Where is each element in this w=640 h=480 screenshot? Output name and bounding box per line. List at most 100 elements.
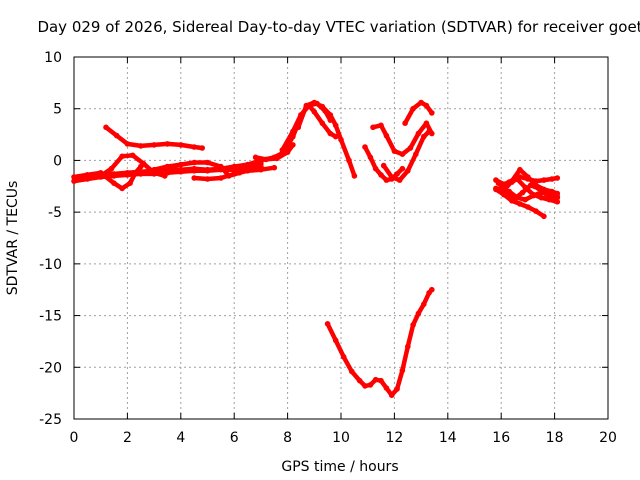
data-point bbox=[402, 120, 408, 126]
data-point bbox=[506, 188, 512, 195]
data-point bbox=[372, 165, 379, 172]
series-trace-22 bbox=[506, 188, 561, 203]
data-point bbox=[519, 189, 526, 196]
data-point bbox=[367, 154, 374, 161]
data-point bbox=[501, 191, 507, 198]
data-point bbox=[263, 156, 270, 163]
data-point bbox=[383, 385, 390, 391]
data-point bbox=[311, 99, 318, 106]
data-point bbox=[162, 173, 168, 179]
data-point bbox=[113, 132, 120, 139]
data-point bbox=[498, 182, 505, 189]
data-point bbox=[423, 120, 430, 126]
data-point bbox=[178, 142, 184, 148]
data-point bbox=[429, 110, 435, 116]
data-point bbox=[399, 165, 406, 172]
y-tick-label: 0 bbox=[53, 153, 62, 169]
data-point bbox=[178, 169, 184, 175]
data-point bbox=[413, 151, 419, 157]
x-tick-label: 2 bbox=[123, 430, 132, 446]
data-point bbox=[380, 162, 387, 169]
data-point bbox=[290, 142, 296, 148]
data-point bbox=[252, 154, 259, 161]
data-point bbox=[394, 386, 400, 392]
x-axis-label: GPS time / hours bbox=[281, 459, 398, 475]
data-point bbox=[530, 192, 536, 199]
data-point bbox=[124, 172, 131, 178]
data-point bbox=[129, 152, 136, 159]
data-point bbox=[84, 176, 91, 182]
data-point bbox=[327, 130, 334, 137]
data-point bbox=[164, 163, 171, 170]
y-tick-label: -25 bbox=[39, 412, 62, 428]
data-point bbox=[258, 166, 264, 173]
series-trace-16 bbox=[324, 286, 435, 399]
data-point bbox=[410, 105, 416, 112]
data-point bbox=[415, 310, 422, 317]
x-tick-label: 4 bbox=[176, 430, 185, 446]
data-point bbox=[378, 122, 384, 129]
data-point bbox=[367, 382, 374, 388]
x-tick-label: 0 bbox=[70, 430, 79, 446]
data-point bbox=[327, 112, 334, 118]
data-point bbox=[119, 185, 125, 192]
data-point bbox=[517, 166, 523, 173]
data-point bbox=[124, 141, 131, 147]
y-tick-label: -15 bbox=[39, 309, 62, 325]
data-point bbox=[218, 163, 224, 170]
data-point bbox=[399, 151, 406, 157]
data-point bbox=[108, 165, 115, 172]
data-point bbox=[421, 301, 427, 308]
data-point bbox=[541, 213, 547, 220]
data-point bbox=[399, 367, 406, 374]
data-point bbox=[396, 177, 403, 183]
data-point bbox=[97, 173, 104, 179]
series-trace-8 bbox=[252, 142, 296, 163]
x-tick-label: 18 bbox=[546, 430, 564, 446]
data-point bbox=[426, 128, 432, 135]
series-trace-20 bbox=[493, 186, 547, 220]
data-point bbox=[231, 171, 237, 177]
data-point bbox=[258, 160, 264, 167]
data-point bbox=[164, 141, 171, 147]
data-point bbox=[509, 198, 515, 204]
data-point bbox=[191, 159, 197, 166]
data-point bbox=[554, 193, 561, 200]
data-point bbox=[370, 124, 376, 131]
data-point bbox=[378, 172, 384, 178]
data-point bbox=[533, 208, 539, 214]
data-point bbox=[506, 179, 512, 185]
data-point bbox=[554, 199, 561, 205]
x-tick-label: 20 bbox=[599, 430, 617, 446]
data-point bbox=[391, 148, 398, 154]
data-point bbox=[383, 177, 390, 183]
data-point bbox=[332, 337, 339, 344]
data-point bbox=[138, 143, 144, 149]
data-point bbox=[71, 178, 77, 184]
data-point bbox=[274, 155, 280, 162]
data-point bbox=[423, 102, 430, 109]
x-tick-label: 16 bbox=[492, 430, 510, 446]
data-point bbox=[204, 168, 211, 174]
series-trace-7 bbox=[191, 164, 278, 182]
grid-lines bbox=[74, 57, 608, 419]
data-point bbox=[295, 124, 302, 131]
data-point bbox=[388, 174, 395, 180]
data-point bbox=[372, 376, 379, 383]
data-point bbox=[348, 368, 355, 375]
data-point bbox=[151, 166, 157, 173]
data-point bbox=[410, 322, 416, 328]
data-point bbox=[522, 196, 528, 203]
data-point bbox=[493, 186, 499, 193]
y-tick-label: -20 bbox=[39, 360, 62, 376]
data-point bbox=[346, 157, 352, 164]
data-point bbox=[407, 145, 414, 151]
data-point bbox=[127, 180, 133, 186]
x-tick-label: 6 bbox=[230, 430, 239, 446]
axis-ticks: 0 2 4 6 8 10 12 14 16 18 20 10 5 0 -5 -10 -15 -20 -25 bbox=[39, 50, 617, 446]
y-tick-label: 10 bbox=[44, 50, 62, 66]
series-trace-15 bbox=[402, 99, 435, 126]
y-axis-label: SDTVAR / TECUs bbox=[5, 181, 21, 296]
data-point bbox=[525, 174, 531, 180]
data-point bbox=[356, 377, 363, 384]
